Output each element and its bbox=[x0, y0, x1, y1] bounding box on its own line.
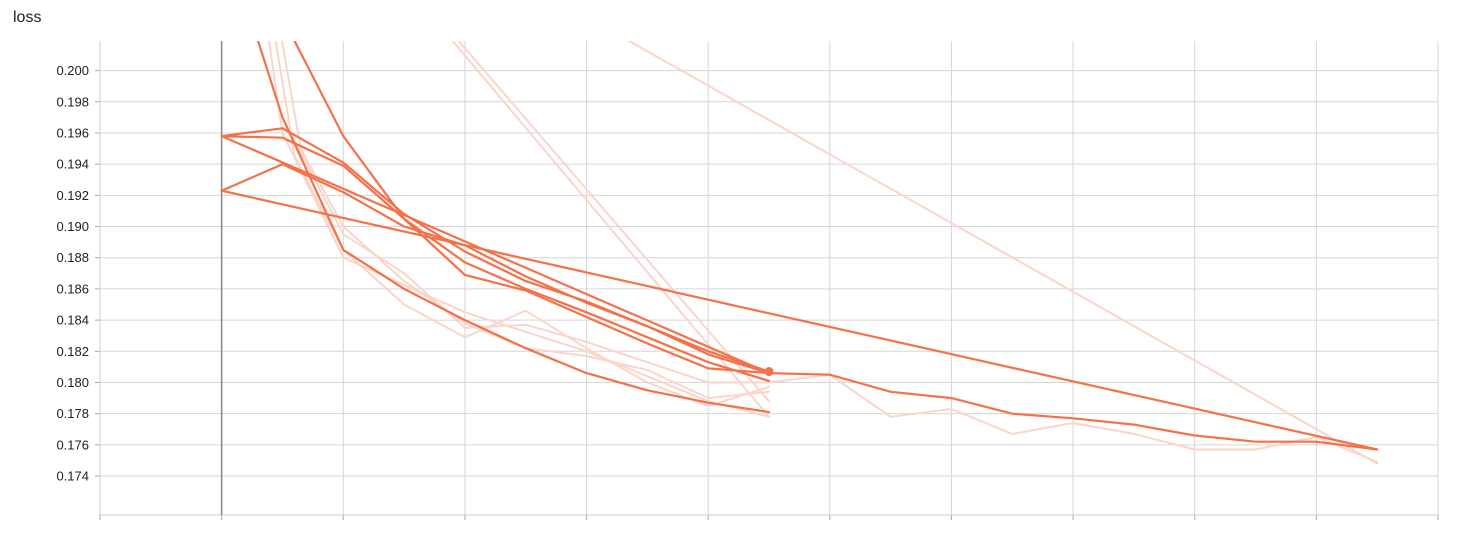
smoothed-series-line bbox=[257, 41, 771, 414]
raw-series-line bbox=[281, 41, 770, 400]
raw-series-line bbox=[628, 41, 1379, 465]
y-tick-label: 0.188 bbox=[56, 250, 89, 265]
smoothed-series-line bbox=[220, 189, 1379, 451]
axes bbox=[95, 41, 1439, 520]
chart-title: loss bbox=[13, 9, 42, 26]
markers bbox=[764, 367, 774, 377]
y-tick-label: 0.200 bbox=[56, 63, 89, 78]
y-tick-label: 0.186 bbox=[56, 281, 89, 296]
smoothed-series-line bbox=[767, 372, 1379, 451]
raw-series-line bbox=[281, 116, 770, 384]
raw-series-line bbox=[457, 41, 770, 403]
y-tick-label: 0.194 bbox=[56, 157, 89, 172]
y-tick-label: 0.184 bbox=[56, 313, 89, 328]
raw-series-line bbox=[274, 41, 770, 407]
smoothed-series-line bbox=[220, 163, 771, 373]
raw-series bbox=[267, 41, 1379, 465]
y-tick-label: 0.174 bbox=[56, 469, 89, 484]
y-tick-label: 0.190 bbox=[56, 219, 89, 234]
series-end-marker bbox=[764, 367, 774, 377]
raw-series-line bbox=[267, 41, 770, 418]
y-tick-label: 0.192 bbox=[56, 188, 89, 203]
smoothed-series bbox=[220, 41, 1379, 451]
raw-series-line bbox=[768, 373, 1379, 463]
tick-labels: 0.200 0.198 0.196 0.194 0.192 0.190 0.188 0.186… bbox=[56, 63, 89, 483]
grid bbox=[99, 41, 1439, 515]
y-tick-label: 0.180 bbox=[56, 375, 89, 390]
y-tick-label: 0.178 bbox=[56, 406, 89, 421]
smoothed-series-line bbox=[220, 135, 771, 375]
smoothed-series-line bbox=[220, 127, 771, 375]
smoothed-series-line bbox=[220, 135, 771, 382]
y-tick-label: 0.198 bbox=[56, 94, 89, 109]
y-tick-label: 0.182 bbox=[56, 344, 89, 359]
y-tick-label: 0.196 bbox=[56, 125, 89, 140]
smoothed-series-line bbox=[293, 41, 771, 375]
y-tick-label: 0.176 bbox=[56, 437, 89, 452]
